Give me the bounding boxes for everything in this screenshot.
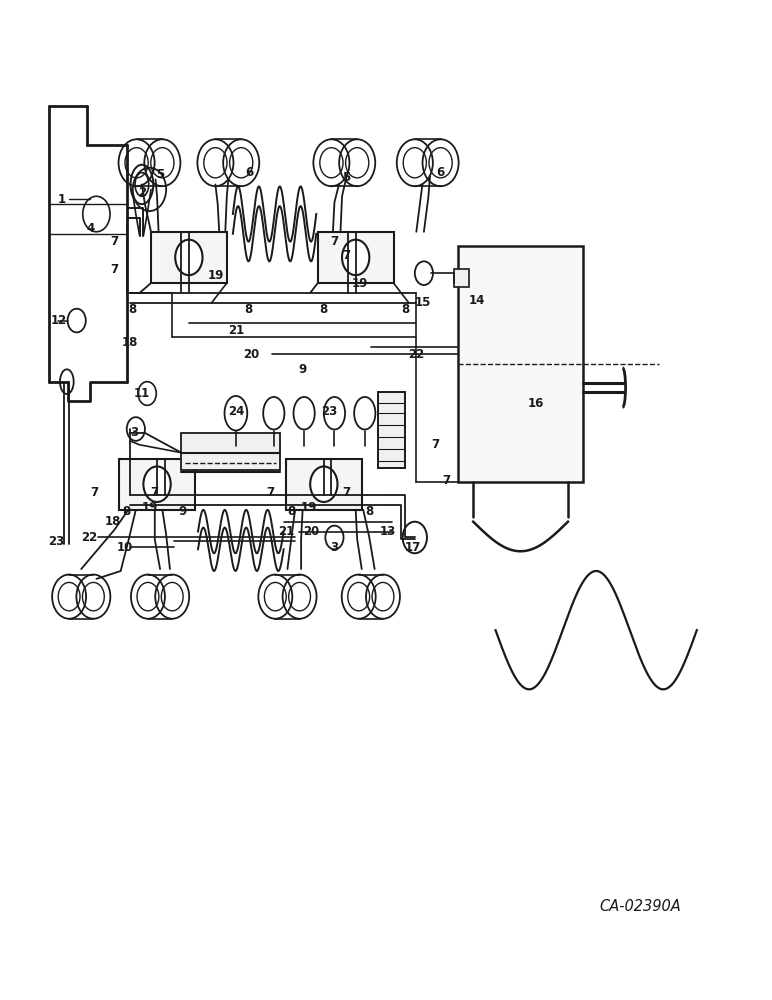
Text: 19: 19 <box>300 501 317 514</box>
Text: 7: 7 <box>442 474 451 487</box>
Text: 22: 22 <box>408 348 425 361</box>
Text: 7: 7 <box>151 486 159 499</box>
Text: 7: 7 <box>330 235 338 248</box>
Text: 20: 20 <box>243 348 259 361</box>
Text: 19: 19 <box>141 501 157 514</box>
Bar <box>181 453 280 470</box>
Text: 7: 7 <box>266 486 275 499</box>
Circle shape <box>310 466 337 502</box>
Text: 8: 8 <box>320 303 328 316</box>
Text: 23: 23 <box>48 535 64 548</box>
Text: 5: 5 <box>343 171 350 184</box>
Text: 7: 7 <box>432 438 439 451</box>
Text: 8: 8 <box>123 505 130 518</box>
Bar <box>286 459 362 510</box>
Bar <box>119 459 195 510</box>
Circle shape <box>144 466 171 502</box>
Text: 14: 14 <box>469 294 485 307</box>
Text: 3: 3 <box>130 426 138 439</box>
Bar <box>151 232 227 283</box>
Text: 21: 21 <box>228 324 244 337</box>
Text: 24: 24 <box>228 405 244 418</box>
Bar <box>458 246 583 482</box>
Text: 7: 7 <box>110 263 119 276</box>
Text: 18: 18 <box>105 515 121 528</box>
Text: 7: 7 <box>342 249 350 262</box>
Text: 6: 6 <box>436 166 445 179</box>
Text: 10: 10 <box>117 541 133 554</box>
Text: 1: 1 <box>57 193 66 206</box>
Text: CA-02390A: CA-02390A <box>599 899 681 914</box>
Text: 11: 11 <box>134 387 150 400</box>
Text: 5: 5 <box>156 168 164 181</box>
Text: 7: 7 <box>90 486 98 499</box>
Bar <box>454 269 469 287</box>
Circle shape <box>175 240 202 275</box>
Text: 8: 8 <box>128 303 136 316</box>
Text: 19: 19 <box>351 277 367 290</box>
Text: 8: 8 <box>244 303 252 316</box>
Text: 8: 8 <box>401 303 409 316</box>
Bar <box>318 232 394 283</box>
Circle shape <box>342 240 369 275</box>
Text: 17: 17 <box>405 541 421 554</box>
Text: 22: 22 <box>81 531 97 544</box>
Text: 13: 13 <box>379 525 395 538</box>
Text: 16: 16 <box>528 397 544 410</box>
Text: 18: 18 <box>121 336 138 349</box>
Text: 6: 6 <box>245 166 254 179</box>
Bar <box>378 392 405 468</box>
Text: 4: 4 <box>86 222 94 235</box>
Text: 8: 8 <box>365 505 374 518</box>
Text: 21: 21 <box>278 525 294 538</box>
Text: 19: 19 <box>207 269 224 282</box>
Text: 9: 9 <box>299 363 306 376</box>
Text: 3: 3 <box>330 541 338 554</box>
Text: 23: 23 <box>321 405 337 418</box>
Text: 12: 12 <box>50 314 66 327</box>
Text: 7: 7 <box>343 486 350 499</box>
Text: 15: 15 <box>415 296 431 309</box>
Text: 2: 2 <box>138 186 146 199</box>
Text: 7: 7 <box>110 235 119 248</box>
Text: 9: 9 <box>178 505 187 518</box>
Bar <box>181 433 280 453</box>
Text: 8: 8 <box>287 505 296 518</box>
Text: 20: 20 <box>303 525 320 538</box>
